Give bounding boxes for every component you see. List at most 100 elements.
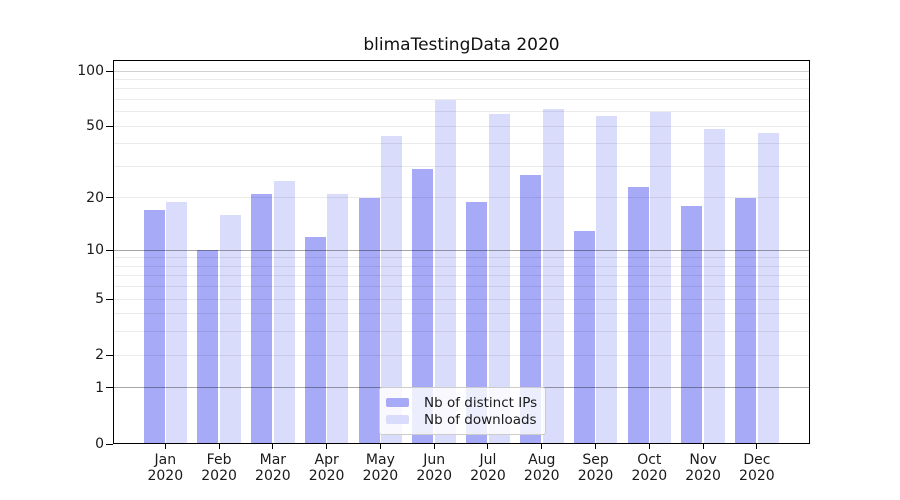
chart-title: blimaTestingData 2020 (363, 35, 560, 55)
y-tick-label-5: 5 (95, 291, 104, 308)
gridline-y-10 (113, 249, 810, 251)
x-tick-mark-jul (487, 444, 489, 449)
x-tick-label-apr: Apr 2020 (297, 452, 357, 484)
x-tick-year: 2020 (739, 468, 775, 484)
x-tick-mark-jun (433, 444, 435, 449)
x-tick-month: Apr (314, 452, 339, 468)
y-tick-label-1: 1 (95, 379, 104, 396)
legend-label-downloads: Nb of downloads (424, 411, 537, 428)
y-tick-label-10: 10 (86, 242, 104, 259)
gridline-y-9 (113, 257, 810, 259)
gridline-y-20 (113, 197, 810, 199)
bar-distinct-ips-feb (197, 250, 219, 444)
x-tick-year: 2020 (523, 468, 560, 484)
x-tick-mark-oct (648, 444, 650, 449)
gridline-y-80 (113, 88, 810, 90)
y-tick-label-0: 0 (95, 436, 104, 452)
x-tick-month: Aug (528, 452, 556, 468)
y-tick-mark-100 (106, 70, 113, 72)
x-tick-label-jan: Jan 2020 (135, 452, 195, 484)
bar-distinct-ips-jun (412, 169, 434, 444)
x-tick-label-jul: Jul 2020 (458, 452, 518, 484)
x-tick-label-nov: Nov 2020 (673, 452, 733, 484)
x-tick-label-aug: Aug 2020 (512, 452, 572, 484)
bar-downloads-oct (650, 111, 672, 444)
bar-distinct-ips-aug (519, 174, 541, 444)
x-tick-month: May (365, 452, 395, 468)
x-tick-year: 2020 (470, 468, 506, 484)
x-tick-label-dec: Dec 2020 (727, 452, 787, 484)
gridline-y-2 (113, 354, 810, 356)
bar-downloads-feb (219, 215, 241, 444)
gridline-y-7 (113, 275, 810, 277)
bar-downloads-nov (703, 129, 725, 444)
y-tick-mark-2 (106, 354, 113, 356)
bar-distinct-ips-sep (573, 230, 595, 444)
bar-downloads-jun (435, 99, 456, 444)
x-tick-label-jun: Jun 2020 (404, 452, 464, 484)
x-tick-year: 2020 (362, 468, 399, 484)
bar-downloads-aug (542, 109, 564, 444)
gridline-y-90 (113, 78, 810, 80)
x-tick-mark-feb (218, 444, 220, 449)
x-tick-mark-apr (326, 444, 328, 449)
gridline-y-8 (113, 265, 810, 267)
x-tick-month: Mar (259, 452, 287, 468)
bar-distinct-ips-oct (627, 187, 649, 444)
x-tick-year: 2020 (685, 468, 721, 484)
x-tick-mark-aug (541, 444, 543, 449)
bar-distinct-ips-jan (143, 210, 165, 444)
x-tick-month: Sep (582, 452, 609, 468)
x-tick-label-oct: Oct 2020 (619, 452, 679, 484)
legend-label-distinct-ips: Nb of distinct IPs (424, 394, 538, 411)
x-tick-mark-mar (272, 444, 274, 449)
x-tick-month: Jul (479, 452, 497, 468)
x-tick-label-may: May 2020 (350, 452, 410, 484)
bar-downloads-dec (757, 132, 779, 444)
gridline-y-4 (113, 313, 810, 315)
bar-downloads-mar (273, 180, 295, 444)
legend-swatch-downloads (386, 415, 409, 424)
x-tick-year: 2020 (147, 468, 184, 484)
bar-downloads-may (381, 136, 403, 444)
bar-distinct-ips-dec (735, 197, 757, 444)
plot-area (113, 60, 810, 444)
bar-downloads-apr (327, 194, 349, 444)
gridline-y-60 (113, 111, 810, 113)
y-tick-mark-0 (106, 443, 113, 445)
y-tick-label-20: 20 (86, 189, 104, 206)
x-tick-mark-dec (756, 444, 758, 449)
x-tick-label-sep: Sep 2020 (566, 452, 626, 484)
bar-distinct-ips-nov (681, 206, 703, 444)
gridline-y-100 (113, 70, 810, 72)
gridline-y-3 (113, 331, 810, 333)
x-tick-year: 2020 (631, 468, 668, 484)
gridline-y-30 (113, 165, 810, 167)
legend-box: Nb of distinct IPs Nb of downloads (379, 387, 546, 435)
x-tick-month: Nov (689, 452, 717, 468)
x-tick-year: 2020 (201, 468, 237, 484)
y-tick-mark-1 (106, 387, 113, 389)
x-tick-month: Dec (743, 452, 771, 468)
bar-distinct-ips-may (358, 197, 380, 444)
gridline-y-50 (113, 125, 810, 127)
x-tick-mark-jan (164, 444, 166, 449)
gridline-y-70 (113, 98, 810, 100)
gridline-y-40 (113, 143, 810, 145)
x-tick-mark-sep (595, 444, 597, 449)
bar-distinct-ips-jul (466, 201, 488, 444)
bar-downloads-sep (596, 115, 618, 444)
x-tick-year: 2020 (577, 468, 614, 484)
y-tick-label-50: 50 (86, 118, 104, 135)
y-tick-mark-10 (106, 249, 113, 251)
x-tick-year: 2020 (308, 468, 345, 484)
x-tick-month: Oct (637, 452, 662, 468)
x-tick-month: Jan (154, 452, 177, 468)
y-tick-mark-50 (106, 125, 113, 127)
legend-entry-distinct-ips: Nb of distinct IPs (386, 395, 537, 410)
x-tick-year: 2020 (255, 468, 291, 484)
legend-swatch-distinct-ips (386, 398, 409, 407)
y-tick-label-2: 2 (95, 347, 104, 364)
x-tick-label-mar: Mar 2020 (243, 452, 303, 484)
